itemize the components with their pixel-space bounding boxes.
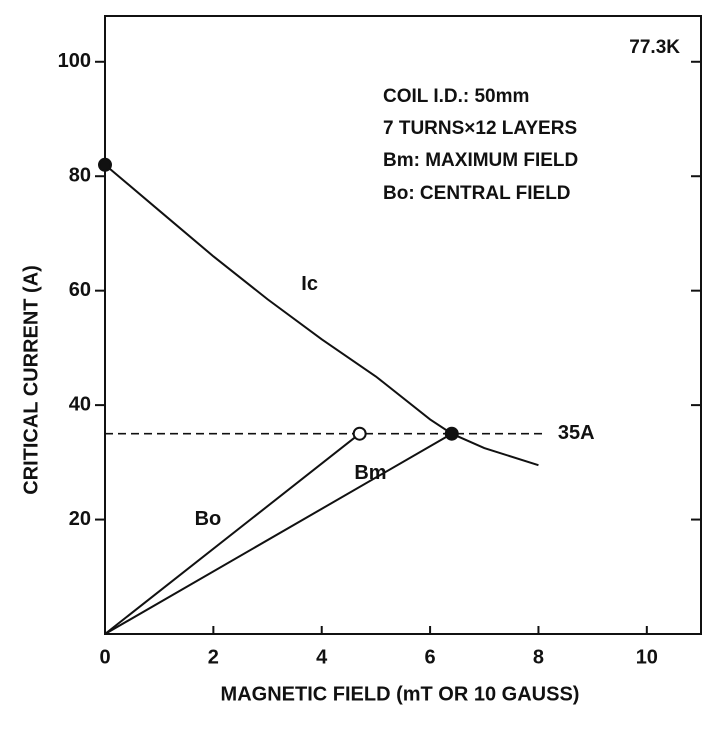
annotation: 7 TURNS×12 LAYERS xyxy=(383,118,577,139)
annotation: COIL I.D.: 50mm xyxy=(383,86,529,107)
series-label: Bm xyxy=(354,462,386,484)
x-tick-label: 6 xyxy=(425,646,436,668)
y-tick-label: 80 xyxy=(69,165,91,187)
y-tick-label: 40 xyxy=(69,393,91,415)
marker xyxy=(352,426,367,441)
line xyxy=(104,432,453,635)
y-tick-label: 20 xyxy=(69,508,91,530)
x-axis-label: MAGNETIC FIELD (mT OR 10 GAUSS) xyxy=(221,683,580,705)
x-tick-label: 8 xyxy=(533,646,544,668)
y-tick-label: 100 xyxy=(58,50,91,72)
x-tick-label: 0 xyxy=(99,646,110,668)
plot-frame xyxy=(104,15,702,635)
series-label: Bo xyxy=(195,508,222,530)
marker xyxy=(98,157,112,172)
series-label: Ic xyxy=(301,273,318,295)
marker xyxy=(444,426,459,441)
reference-label: 35A xyxy=(558,422,595,444)
x-tick-label: 2 xyxy=(208,646,219,668)
annotation: Bm: MAXIMUM FIELD xyxy=(383,150,578,171)
line xyxy=(104,432,361,635)
annotation: Bo: CENTRAL FIELD xyxy=(383,183,571,204)
annotation: 77.3K xyxy=(629,37,680,58)
y-tick-label: 60 xyxy=(69,279,91,301)
x-tick-label: 4 xyxy=(316,646,328,668)
y-axis-label: CRITICAL CURRENT (A) xyxy=(20,265,42,495)
x-tick-label: 10 xyxy=(636,646,658,668)
line xyxy=(104,164,539,467)
